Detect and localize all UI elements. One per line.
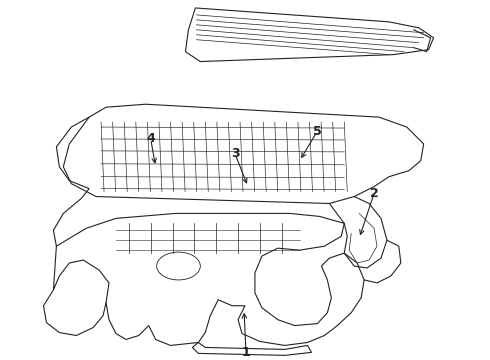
Text: 5: 5 xyxy=(313,125,322,138)
Text: 4: 4 xyxy=(147,132,155,145)
Text: 3: 3 xyxy=(231,147,240,160)
Text: 1: 1 xyxy=(242,346,250,359)
Text: 2: 2 xyxy=(369,187,378,200)
